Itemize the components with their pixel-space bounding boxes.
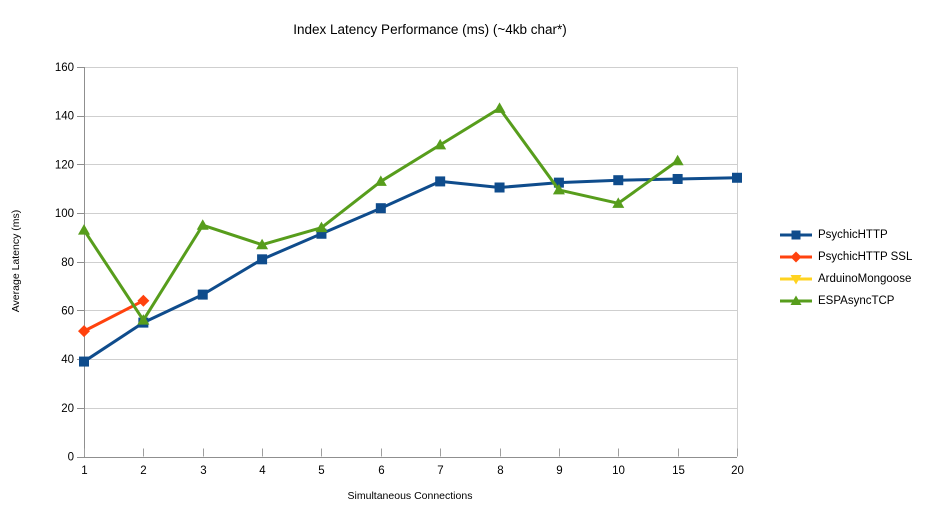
svg-text:8: 8	[497, 465, 503, 477]
x-axis-title: Simultaneous Connections	[347, 490, 473, 502]
svg-text:20: 20	[731, 465, 744, 477]
svg-text:140: 140	[55, 111, 74, 123]
legend: PsychicHTTP PsychicHTTP SSL ArduinoMongo…	[779, 224, 912, 312]
legend-item-espasynctcp: ESPAsyncTCP	[779, 290, 912, 312]
svg-text:60: 60	[61, 305, 74, 317]
svg-text:0: 0	[68, 452, 74, 464]
svg-text:15: 15	[672, 465, 685, 477]
legend-label: PsychicHTTP SSL	[818, 251, 913, 263]
legend-item-psychichttp-ssl: PsychicHTTP SSL	[779, 246, 912, 268]
svg-text:10: 10	[612, 465, 625, 477]
svg-text:100: 100	[55, 208, 74, 220]
svg-text:9: 9	[556, 465, 562, 477]
svg-text:2: 2	[140, 465, 146, 477]
svg-text:5: 5	[318, 465, 324, 477]
legend-item-psychichttp: PsychicHTTP	[779, 224, 912, 246]
svg-text:20: 20	[61, 403, 74, 415]
legend-marker-diamond-icon	[780, 251, 812, 263]
legend-item-arduinomongoose: ArduinoMongoose	[779, 268, 912, 290]
y-axis-title: Average Latency (ms)	[10, 209, 22, 313]
chart-title: Index Latency Performance (ms) (~4kb cha…	[293, 22, 567, 37]
svg-text:1: 1	[81, 465, 87, 477]
svg-text:80: 80	[61, 257, 74, 269]
svg-text:7: 7	[437, 465, 443, 477]
svg-text:3: 3	[200, 465, 206, 477]
svg-text:160: 160	[55, 62, 74, 74]
svg-text:6: 6	[378, 465, 384, 477]
legend-label: PsychicHTTP	[818, 229, 888, 241]
legend-marker-triangle-up-icon	[780, 295, 812, 305]
svg-text:120: 120	[55, 159, 74, 171]
svg-text:4: 4	[259, 465, 266, 477]
legend-label: ArduinoMongoose	[818, 273, 912, 285]
legend-label: ESPAsyncTCP	[818, 295, 895, 307]
svg-text:40: 40	[61, 354, 74, 366]
legend-marker-square-icon	[780, 230, 812, 240]
legend-marker-triangle-down-icon	[780, 275, 812, 285]
